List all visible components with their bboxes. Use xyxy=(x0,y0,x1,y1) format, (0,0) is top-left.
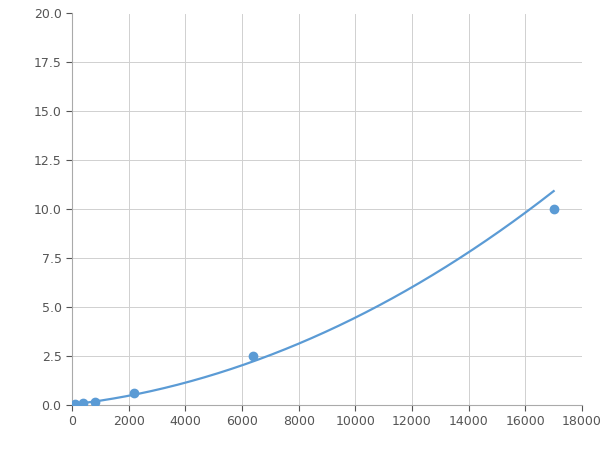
Point xyxy=(549,206,559,213)
Point xyxy=(79,400,88,407)
Point xyxy=(70,400,80,408)
Point xyxy=(90,398,100,405)
Point xyxy=(130,390,139,397)
Point xyxy=(248,352,258,360)
